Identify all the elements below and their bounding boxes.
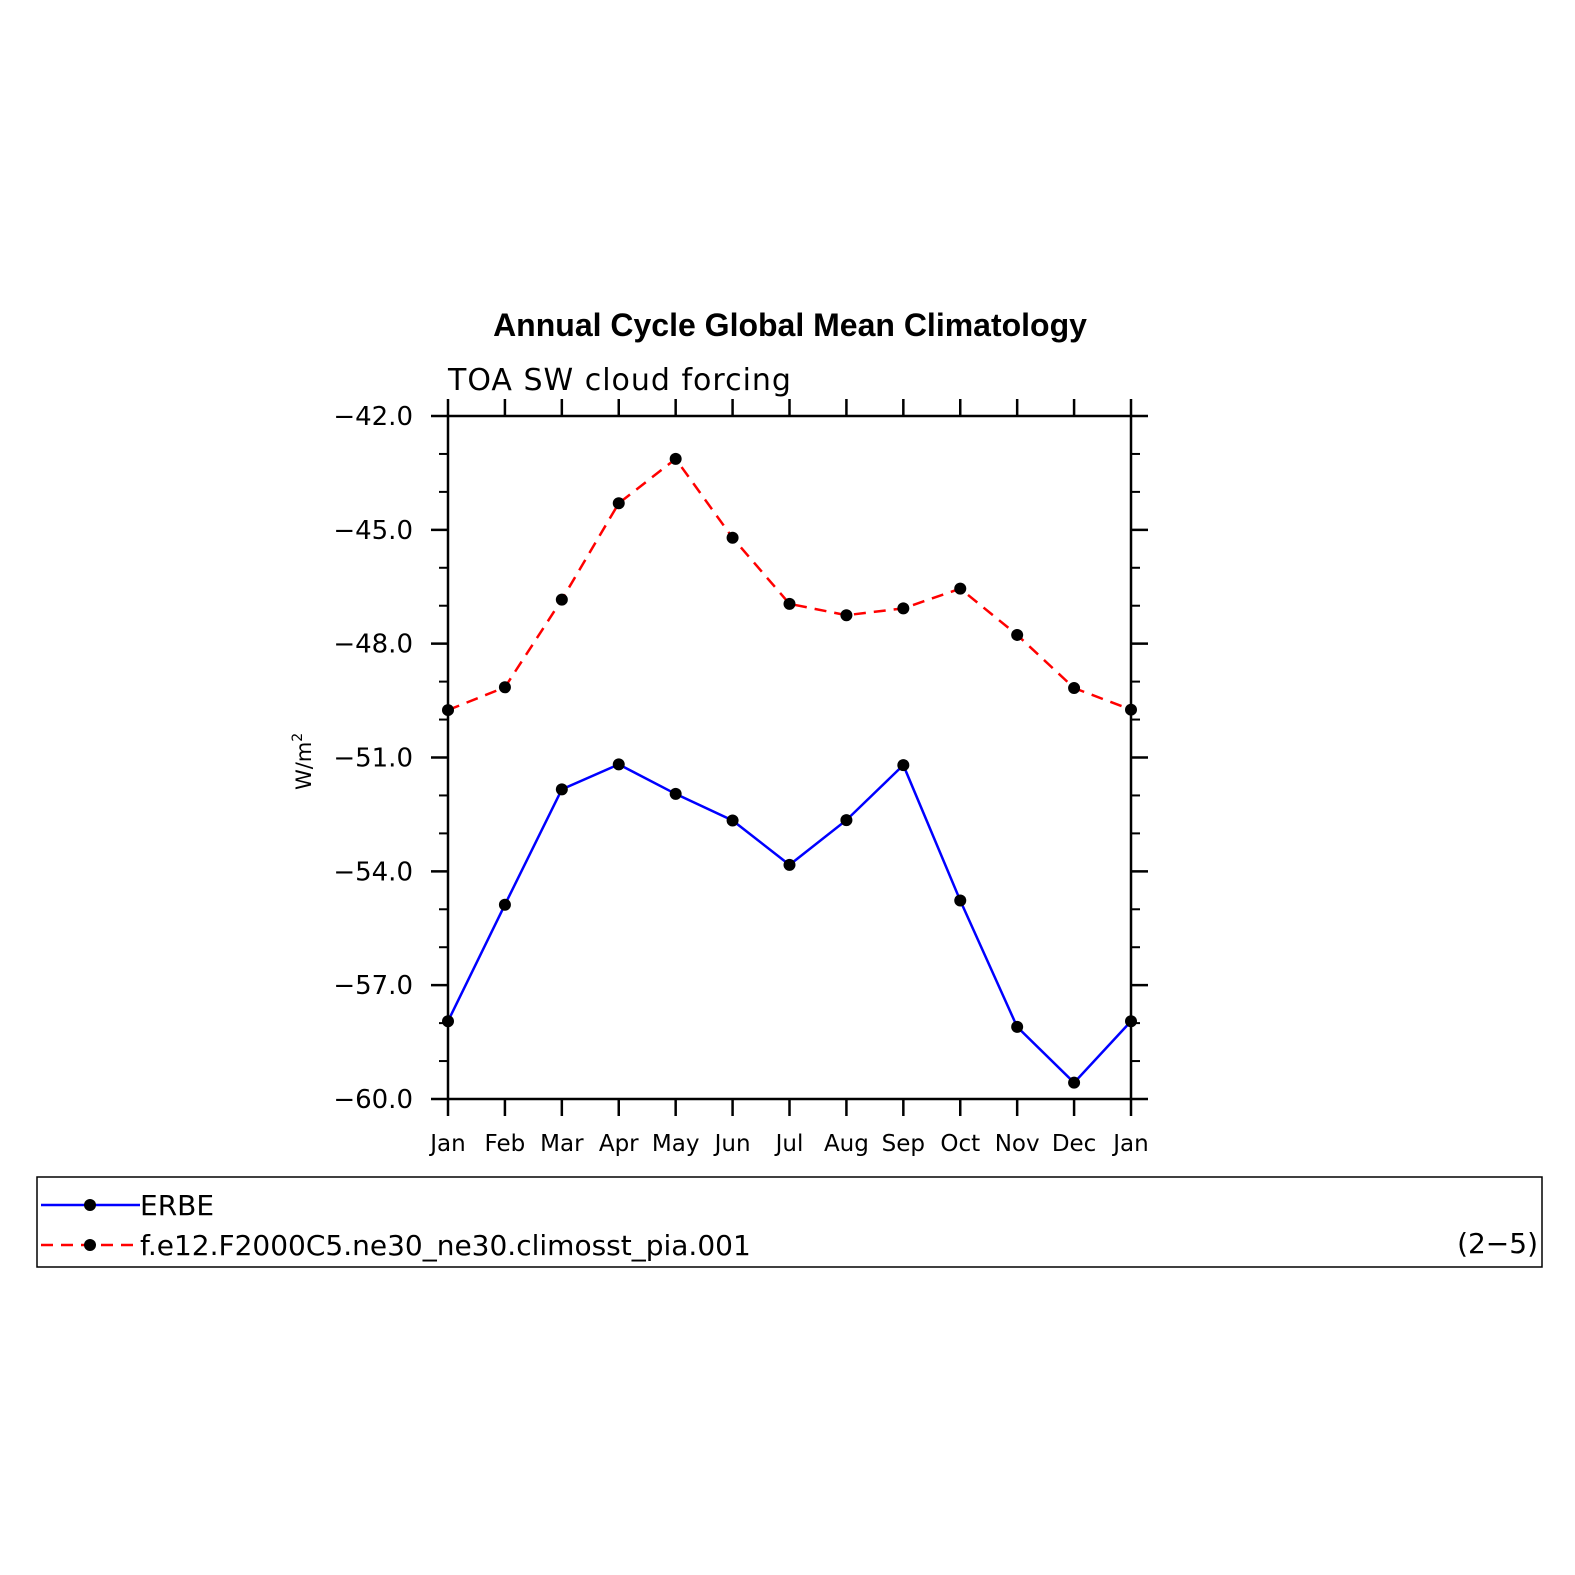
data-point <box>840 814 853 827</box>
data-point <box>783 858 796 871</box>
plot-frame <box>446 414 1133 1101</box>
x-tick-label: Apr <box>599 1131 639 1157</box>
x-tick-label: Sep <box>882 1131 925 1157</box>
data-point <box>1125 1015 1137 1028</box>
data-point <box>783 597 796 610</box>
legend-box <box>36 1176 1543 1268</box>
y-tick-label: −51.0 <box>333 744 413 774</box>
legend-entry-1: ERBE <box>41 1189 214 1222</box>
series-line <box>447 457 1132 712</box>
data-point <box>669 452 682 465</box>
legend-label: f.e12.F2000C5.ne30_ne30.climosst_pia.001 <box>140 1229 751 1262</box>
series-group <box>442 452 1137 1089</box>
x-tick-label: Dec <box>1052 1131 1097 1157</box>
axis-ticks <box>431 399 1148 1116</box>
data-point <box>442 1015 454 1028</box>
data-point <box>1068 1076 1081 1089</box>
y-tick-label: −42.0 <box>333 402 413 432</box>
data-point <box>840 609 853 622</box>
x-axis-tick-labels: Jan Feb Mar Apr May Jun Jul Aug Sep Oct Nov Dec Jan <box>428 1131 1148 1157</box>
panel-label: (2−5) <box>1457 1227 1538 1260</box>
series-line <box>446 762 1132 1085</box>
data-point <box>1011 1020 1024 1033</box>
legend-label: ERBE <box>140 1189 214 1222</box>
x-tick-label: Nov <box>995 1131 1040 1157</box>
x-tick-label: Feb <box>485 1131 526 1157</box>
x-tick-label: Aug <box>824 1131 869 1157</box>
data-point <box>1011 628 1024 641</box>
data-point <box>555 593 568 606</box>
x-tick-label: Jun <box>713 1131 751 1157</box>
data-point <box>498 681 511 694</box>
data-point <box>897 759 910 772</box>
legend: ERBE f.e12.F2000C5.ne30_ne30.climosst_pia… <box>36 1176 1543 1268</box>
y-tick-label: −54.0 <box>333 857 413 887</box>
x-tick-label: Oct <box>940 1131 980 1157</box>
x-tick-label: Jul <box>774 1131 804 1157</box>
series-1 <box>442 758 1137 1089</box>
data-point <box>1068 682 1081 695</box>
y-axis-label-superscript: 2 <box>290 733 306 742</box>
data-point <box>612 497 625 510</box>
legend-marker <box>84 1239 96 1251</box>
data-point <box>669 787 682 800</box>
data-point <box>498 898 511 911</box>
x-tick-label: Jan <box>428 1131 465 1157</box>
data-point <box>442 704 454 717</box>
data-point <box>897 602 910 615</box>
legend-entries: ERBE f.e12.F2000C5.ne30_ne30.climosst_pia… <box>41 1189 751 1262</box>
y-tick-label: −57.0 <box>333 971 413 1001</box>
data-point <box>1125 703 1137 716</box>
data-point <box>726 531 739 544</box>
data-point <box>726 814 739 827</box>
x-tick-label: Mar <box>540 1131 584 1157</box>
series-2 <box>442 452 1137 717</box>
data-point <box>612 758 625 771</box>
data-point <box>954 894 967 907</box>
y-axis-label: W/m2 <box>290 733 316 790</box>
plot-area <box>446 414 1133 1101</box>
data-point <box>555 783 568 796</box>
legend-marker <box>84 1199 96 1211</box>
chart-title: Annual Cycle Global Mean Climatology <box>493 307 1087 343</box>
y-tick-label: −60.0 <box>333 1085 413 1115</box>
x-tick-label: Jan <box>1111 1131 1148 1157</box>
x-tick-label: May <box>652 1131 700 1157</box>
chart-subtitle: TOA SW cloud forcing <box>447 363 792 398</box>
legend-entry-2: f.e12.F2000C5.ne30_ne30.climosst_pia.001 <box>41 1229 751 1262</box>
y-axis-tick-labels: −42.0 −45.0 −48.0 −51.0 −54.0 −57.0 −60.0 <box>333 402 413 1115</box>
data-point <box>954 582 967 595</box>
y-tick-label: −48.0 <box>333 630 413 660</box>
y-axis-label-unit: W/m <box>292 742 316 790</box>
y-tick-label: −45.0 <box>333 516 413 546</box>
